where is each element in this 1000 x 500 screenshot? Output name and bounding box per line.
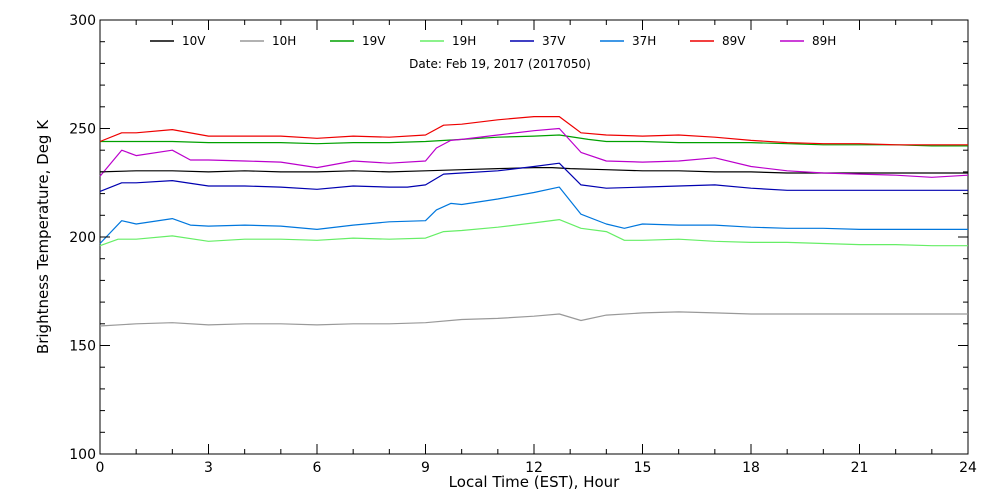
x-tick-label: 6 [313, 460, 322, 476]
x-tick-label: 9 [421, 460, 430, 476]
ticks-layer: 0 3 6 9 12 15 18 21 24 100 150 200 250 300 [69, 13, 977, 476]
legend-label-37h: 37H [632, 34, 656, 48]
legend-label-19h: 19H [452, 34, 476, 48]
x-axis-label: Local Time (EST), Hour [449, 473, 620, 491]
series-layer [99, 115, 969, 327]
legend-label-89v: 89V [722, 34, 746, 48]
x-tick-label: 15 [634, 460, 652, 476]
chart-subtitle: Date: Feb 19, 2017 (2017050) [409, 57, 591, 71]
series-line-19h [99, 219, 968, 247]
series-line-89h [99, 127, 969, 178]
y-tick-label: 250 [69, 122, 96, 138]
x-tick-label: 3 [204, 460, 213, 476]
x-tick-label: 21 [851, 460, 869, 476]
x-tick-label: 12 [525, 460, 543, 476]
x-tick-label: 24 [959, 460, 977, 476]
legend: 10V 10H 19V 19H 37V 37H 89V 89H [150, 34, 836, 48]
legend-label-19v: 19V [362, 34, 386, 48]
series-line-89v [99, 115, 968, 146]
x-tick-label: 18 [742, 460, 760, 476]
series-line-37h [99, 186, 968, 244]
y-axis-label: Brightness Temperature, Deg K [34, 119, 52, 354]
y-tick-label: 150 [69, 339, 96, 355]
y-tick-label: 200 [69, 230, 96, 246]
legend-label-89h: 89H [812, 34, 836, 48]
legend-label-10h: 10H [272, 34, 296, 48]
y-tick-label: 100 [69, 447, 96, 463]
legend-label-10v: 10V [182, 34, 206, 48]
x-tick-label: 0 [96, 460, 105, 476]
series-line-10h [99, 311, 968, 327]
legend-label-37v: 37V [542, 34, 566, 48]
series-line-19v [100, 134, 968, 147]
series-line-37v [99, 162, 968, 192]
y-tick-label: 300 [69, 13, 96, 29]
